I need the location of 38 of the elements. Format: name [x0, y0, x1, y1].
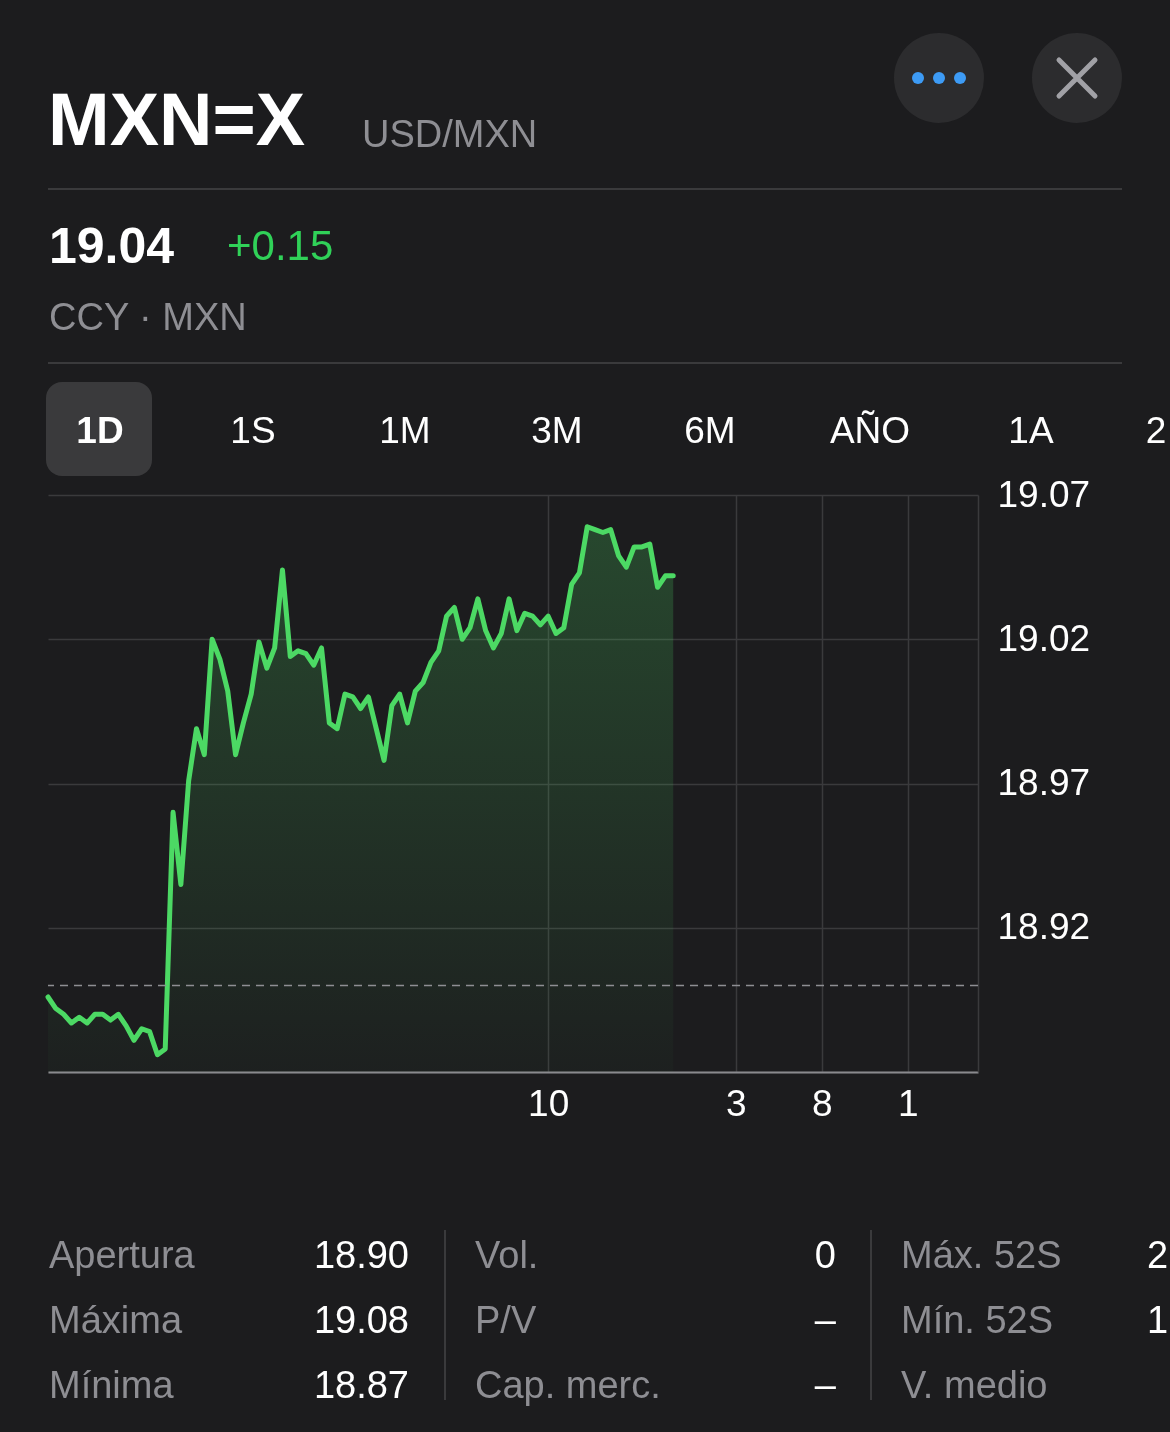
text: Cap. merc. — [475, 1363, 661, 1406]
y-tick-label: 19.02 — [997, 617, 1091, 659]
text: 6M — [684, 409, 736, 451]
text: 1 — [1147, 1298, 1169, 1341]
x-tick-label: 3 — [725, 1082, 747, 1124]
y-tick-label: 18.97 — [997, 762, 1091, 803]
text: 2 — [1147, 1233, 1169, 1276]
text: 18.87 — [313, 1363, 409, 1406]
text: 18.90 — [313, 1233, 409, 1276]
text: V. medio — [901, 1363, 1048, 1406]
text: AÑO — [829, 409, 911, 451]
text: +0.15 — [227, 222, 334, 270]
x-tick-label: 10 — [528, 1082, 570, 1124]
text: Máxima — [49, 1298, 183, 1341]
text: CCY · MXN — [49, 295, 247, 338]
chart-subtitle: USD/MXN — [362, 112, 538, 155]
text: Vol. — [475, 1233, 539, 1276]
y-tick-label: 19.07 — [997, 473, 1091, 515]
text: Mínima — [49, 1363, 174, 1406]
chart-title: MXN=X — [48, 78, 306, 162]
text: Mín. 52S — [901, 1298, 1054, 1341]
text: P/V — [475, 1298, 537, 1341]
text: – — [814, 1298, 836, 1341]
x-tick-label: 1 — [897, 1082, 919, 1124]
text: 1A — [1008, 409, 1054, 451]
y-tick-label: 18.92 — [997, 906, 1091, 948]
text: 3M — [531, 409, 583, 451]
text: 19.08 — [313, 1298, 409, 1341]
text: 19.04 — [49, 217, 175, 274]
text: 2 — [1145, 409, 1167, 451]
x-tick-label: 8 — [811, 1082, 833, 1124]
text: Máx. 52S — [901, 1233, 1062, 1276]
text: – — [814, 1363, 836, 1406]
text: 1D — [76, 409, 124, 451]
text: 0 — [814, 1233, 836, 1276]
text: Apertura — [49, 1233, 195, 1276]
text: 1S — [230, 409, 276, 451]
text: 1M — [379, 409, 431, 451]
